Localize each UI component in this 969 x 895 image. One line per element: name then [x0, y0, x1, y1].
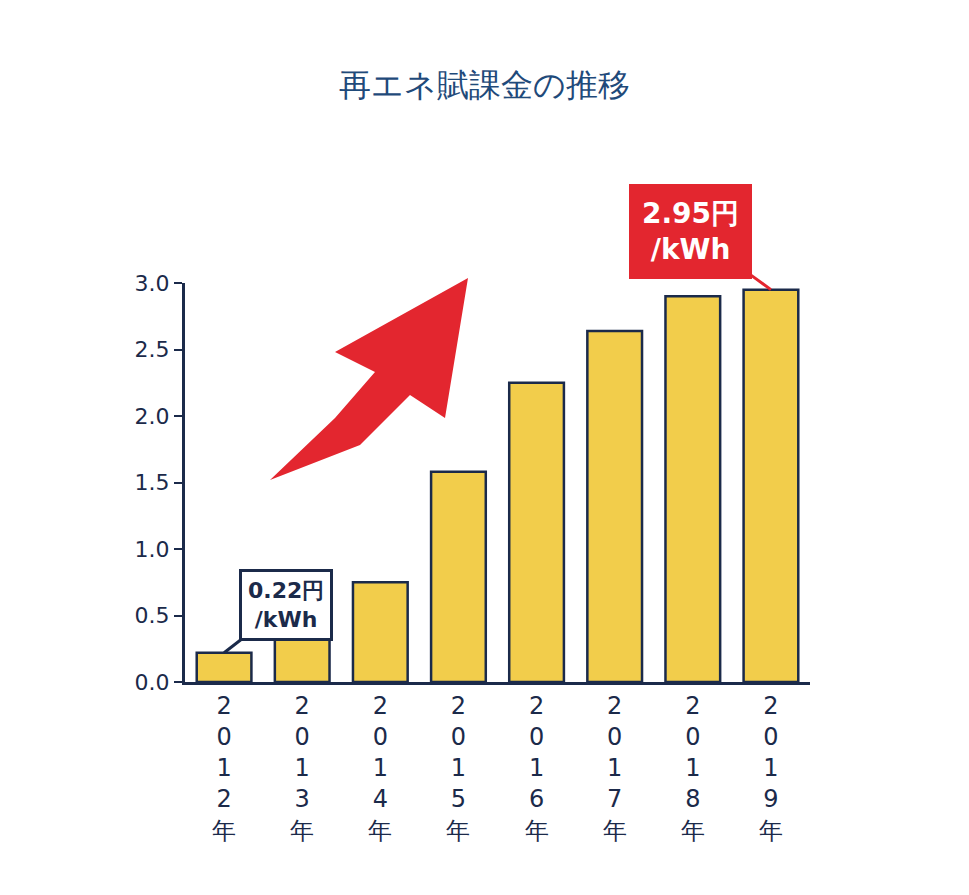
svg-text:0.5: 0.5 — [135, 603, 170, 628]
svg-text:2012年: 2012年 — [212, 692, 236, 845]
svg-text:2017年: 2017年 — [603, 692, 627, 845]
svg-text:2014年: 2014年 — [368, 692, 392, 845]
svg-text:3.0: 3.0 — [135, 271, 170, 296]
svg-text:2015年: 2015年 — [446, 692, 470, 845]
svg-text:1.0: 1.0 — [135, 537, 170, 562]
svg-text:2013年: 2013年 — [290, 692, 314, 845]
svg-text:2.95円/kWh: 2.95円/kWh — [642, 197, 739, 266]
svg-text:2019年: 2019年 — [759, 692, 783, 845]
svg-text:2016年: 2016年 — [525, 692, 549, 845]
svg-text:0.0: 0.0 — [135, 670, 170, 695]
svg-text:0.22円/kWh: 0.22円/kWh — [248, 578, 324, 632]
svg-text:1.5: 1.5 — [135, 470, 170, 495]
svg-text:2.0: 2.0 — [135, 404, 170, 429]
svg-text:2.5: 2.5 — [135, 337, 170, 362]
svg-text:2018年: 2018年 — [681, 692, 705, 845]
svg-text:再エネ賦課金の推移: 再エネ賦課金の推移 — [339, 66, 630, 104]
